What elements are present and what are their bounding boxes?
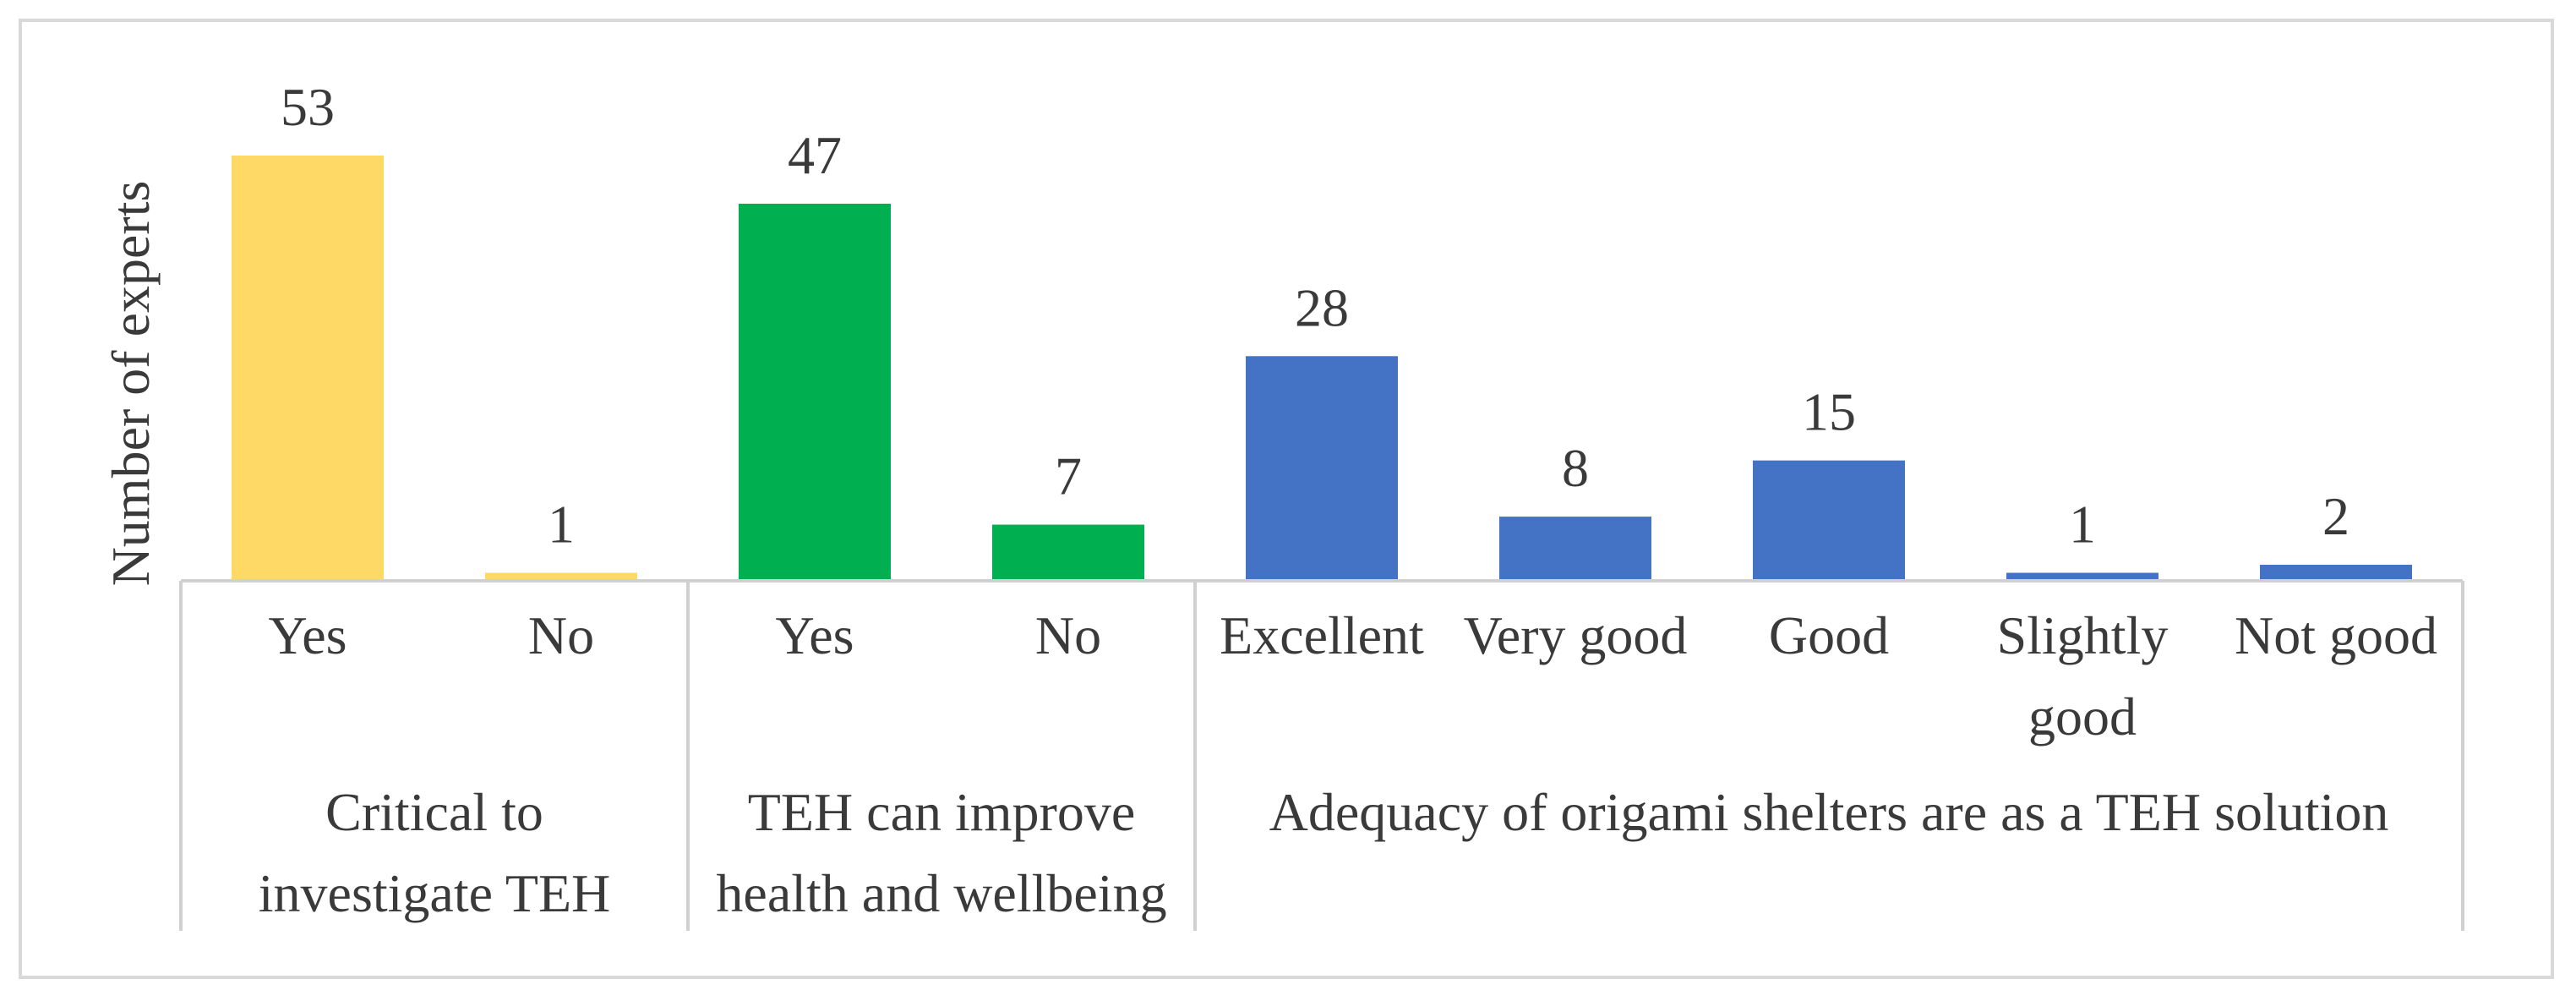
category-label: No: [528, 605, 594, 665]
data-label: 2: [2322, 486, 2350, 546]
data-label: 7: [1055, 446, 1082, 506]
chart-frame: 53 1 47 7 28 8 15 1 2 Yes No Yes No Excellent Very go…: [19, 19, 2554, 979]
category-label: Excellent: [1220, 605, 1424, 665]
value-labels-layer: 53 1 47 7 28 8 15 1 2: [281, 77, 2350, 555]
group-label-line: TEH can improve: [748, 782, 1136, 842]
group-labels-layer: Critical to investigate TEH TEH can improv…: [259, 782, 2389, 923]
category-label-line: Not good: [2235, 605, 2437, 665]
category-label-line: Good: [1769, 605, 1889, 665]
category-label-line: Very good: [1464, 605, 1688, 665]
data-label: 1: [548, 495, 575, 555]
category-label: Very good: [1464, 605, 1688, 665]
group-label-line: investigate TEH: [259, 863, 611, 923]
group-label-line: Critical to: [325, 782, 543, 842]
category-label: Yes: [268, 605, 347, 665]
bar: [1753, 460, 1905, 581]
y-axis-title: Number of experts: [101, 181, 161, 587]
group-label: TEH can improve health and wellbeing: [716, 782, 1166, 923]
axis-layer: [179, 579, 2464, 931]
group-label: Critical to investigate TEH: [259, 782, 611, 923]
bar: [2260, 565, 2412, 581]
category-label-line: Excellent: [1220, 605, 1424, 665]
data-label: 28: [1295, 277, 1349, 337]
category-label-line: No: [1035, 605, 1101, 665]
bar: [1499, 517, 1651, 581]
bars-layer: [232, 156, 2412, 581]
category-labels-layer: Yes No Yes No Excellent Very good Good Slightly…: [268, 605, 2437, 747]
bar: [232, 156, 384, 581]
bar-chart: 53 1 47 7 28 8 15 1 2 Yes No Yes No Excellent Very go…: [101, 77, 2464, 931]
category-label-line: Slightly: [1997, 605, 2169, 665]
data-label: 47: [788, 125, 842, 185]
group-label-line: health and wellbeing: [716, 863, 1166, 923]
data-label: 8: [1562, 438, 1589, 498]
bar: [739, 203, 891, 581]
category-label-line: Yes: [775, 605, 854, 665]
category-label: Yes: [775, 605, 854, 665]
category-label-line: good: [2028, 686, 2137, 747]
category-label-line: No: [528, 605, 594, 665]
data-label: 53: [281, 77, 335, 137]
category-label: No: [1035, 605, 1101, 665]
category-label: Good: [1769, 605, 1889, 665]
bar: [992, 524, 1144, 581]
category-label: Not good: [2235, 605, 2437, 665]
bar: [1246, 356, 1398, 581]
bar: [485, 572, 637, 581]
data-label: 1: [2069, 495, 2096, 555]
bar: [2006, 572, 2158, 581]
data-label: 15: [1802, 382, 1856, 442]
category-label: Slightly good: [1997, 605, 2169, 747]
group-label: Adequacy of origami shelters are as a TE…: [1269, 782, 2389, 842]
category-label-line: Yes: [268, 605, 347, 665]
group-label-line: Adequacy of origami shelters are as a TE…: [1269, 782, 2389, 842]
